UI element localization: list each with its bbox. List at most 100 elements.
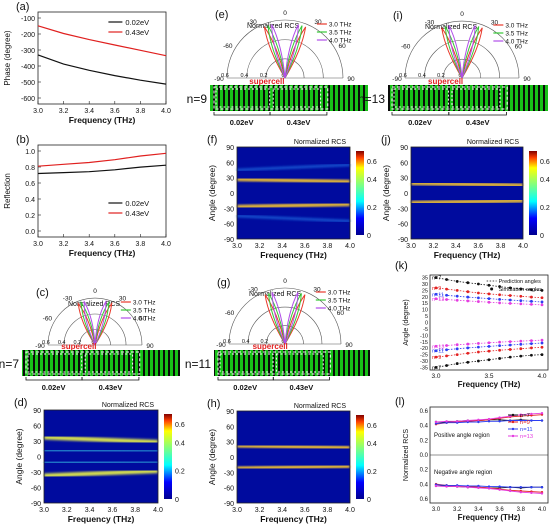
bracket: [81, 377, 140, 381]
series-point: [466, 419, 469, 422]
bracket-label: 0.43eV: [287, 118, 311, 127]
supercell-box: [217, 351, 331, 375]
simulation-point: [455, 353, 459, 356]
legend-label: 4.0 THz: [329, 38, 352, 45]
simulation-point: [519, 347, 523, 351]
angle-label: 0: [460, 11, 464, 18]
bracket: [213, 112, 271, 116]
angle-label: -90: [214, 76, 224, 83]
x-tick-label: 3.8: [323, 243, 333, 250]
x-tick-label: 3.6: [108, 507, 118, 514]
heatmap-band: [410, 198, 524, 205]
plot-frame: [37, 11, 167, 105]
x-tick-label: 3.0: [33, 241, 43, 248]
y-tick-label: 0: [404, 191, 408, 198]
radial-tick-label: 0: [281, 73, 284, 79]
radial-tick-label: 0: [458, 73, 461, 79]
y-tick-label: 90: [400, 145, 408, 152]
legend-swatch: [490, 287, 494, 291]
y-axis-label: Angle (degree): [381, 165, 391, 221]
y-tick-label: 20: [422, 295, 428, 301]
angle-label: -30: [248, 287, 258, 294]
x-tick-label: 3.4: [474, 507, 483, 513]
colorbar: [164, 414, 172, 499]
y-tick-label: 90: [226, 145, 234, 152]
series-point: [530, 419, 533, 422]
y-tick-label: 0.6: [420, 409, 429, 415]
series-line-0.43eV: [37, 152, 167, 167]
simulation-point: [466, 295, 470, 299]
y-tick-label: -300: [21, 48, 35, 55]
polar-title: Normalized RCS: [247, 23, 299, 30]
legend-label: 0.43eV: [125, 209, 149, 218]
radiation-lobe: [461, 26, 480, 79]
heatmap-band: [236, 444, 351, 450]
simulation-point: [519, 354, 523, 358]
legend-label: n=11: [520, 427, 533, 433]
simulation-point: [530, 295, 533, 299]
x-tick-label: 3.4: [84, 241, 94, 248]
x-tick-label: 3.2: [59, 108, 69, 115]
heatmap-background: [411, 147, 523, 239]
y-tick-label: 0.2: [25, 213, 35, 220]
series-label: n=7: [432, 276, 441, 282]
radiation-lobe: [77, 301, 96, 346]
simulation-point: [466, 346, 470, 350]
y-tick-label: -60: [224, 486, 234, 493]
y-tick-label: 30: [226, 176, 234, 183]
simulation-point: [455, 362, 459, 365]
x-tick-label: 3.0: [432, 507, 441, 513]
simulation-point: [477, 300, 480, 303]
angle-label: 0: [283, 278, 287, 285]
y-tick-label: -500: [21, 80, 35, 87]
simulation-point: [455, 289, 459, 292]
simulation-point: [445, 364, 448, 367]
simulation-point: [519, 342, 523, 346]
series-point: [530, 486, 533, 489]
x-axis-label: Frequency (THz): [458, 380, 521, 389]
panel-letter: (b): [16, 134, 29, 146]
series-point: [477, 484, 480, 488]
radial-tick-label: 0.6: [221, 73, 229, 79]
y-tick-label: -200: [21, 32, 35, 39]
angle-label: 60: [515, 44, 523, 51]
series-point: [466, 486, 469, 489]
angle-label: 60: [337, 310, 345, 317]
simulation-point: [487, 283, 491, 287]
angle-label: 90: [523, 76, 531, 83]
legend-label: n=13: [520, 434, 533, 440]
series-point: [456, 485, 459, 488]
series-point: [477, 486, 480, 490]
series-label: n=9: [432, 286, 441, 292]
prediction-line: [435, 298, 543, 306]
y-tick-label: 0.4: [25, 197, 35, 204]
plot-frame: [429, 274, 549, 371]
x-tick-label: 3.8: [136, 108, 146, 115]
simulation-point: [445, 298, 448, 301]
radial-tick-label: 0.6: [399, 73, 407, 79]
panel-d: (d) Normalized RCS 90 60 30 0 -30 -60 -903.0 3.2 3…: [14, 397, 185, 524]
simulation-point: [455, 347, 459, 351]
y-tick-label: -60: [31, 486, 41, 493]
radiation-lobe: [271, 292, 286, 345]
angle-label: -30: [63, 295, 73, 302]
panel-i: (i) Normalized RCS 0 30 60 90 -30 -60 -900.6 0.4 0…: [358, 10, 548, 127]
y-tick-label: 60: [226, 160, 234, 167]
bracket-label: 0.43eV: [466, 118, 490, 127]
panel-b: (b) 1.0 0.8 0.6 0.4 0.2 0.0 3.0 3.2 3.4 3.6 3.8 4.0 F…: [3, 134, 171, 258]
angle-label: -60: [223, 43, 233, 50]
simulation-point: [487, 344, 491, 348]
legend-label: n=9: [520, 420, 530, 426]
series-point: [519, 486, 522, 489]
y-tick-label: 5: [425, 314, 428, 320]
colorbar-tick-label: 0: [175, 497, 179, 504]
y-tick-label: -90: [224, 237, 234, 244]
simulation-point: [540, 300, 544, 304]
legend-label: 4.0 THz: [328, 306, 351, 313]
legend-swatch: [511, 413, 515, 417]
panel-c: (c) Normalized RCS 0 30 60 90 -30 -60 -900.6 0.4 0…: [0, 287, 180, 392]
polar-ring: [404, 20, 520, 79]
angle-label: 90: [347, 76, 355, 83]
angle-label: -60: [225, 310, 235, 317]
series-label: n=13: [432, 297, 444, 303]
